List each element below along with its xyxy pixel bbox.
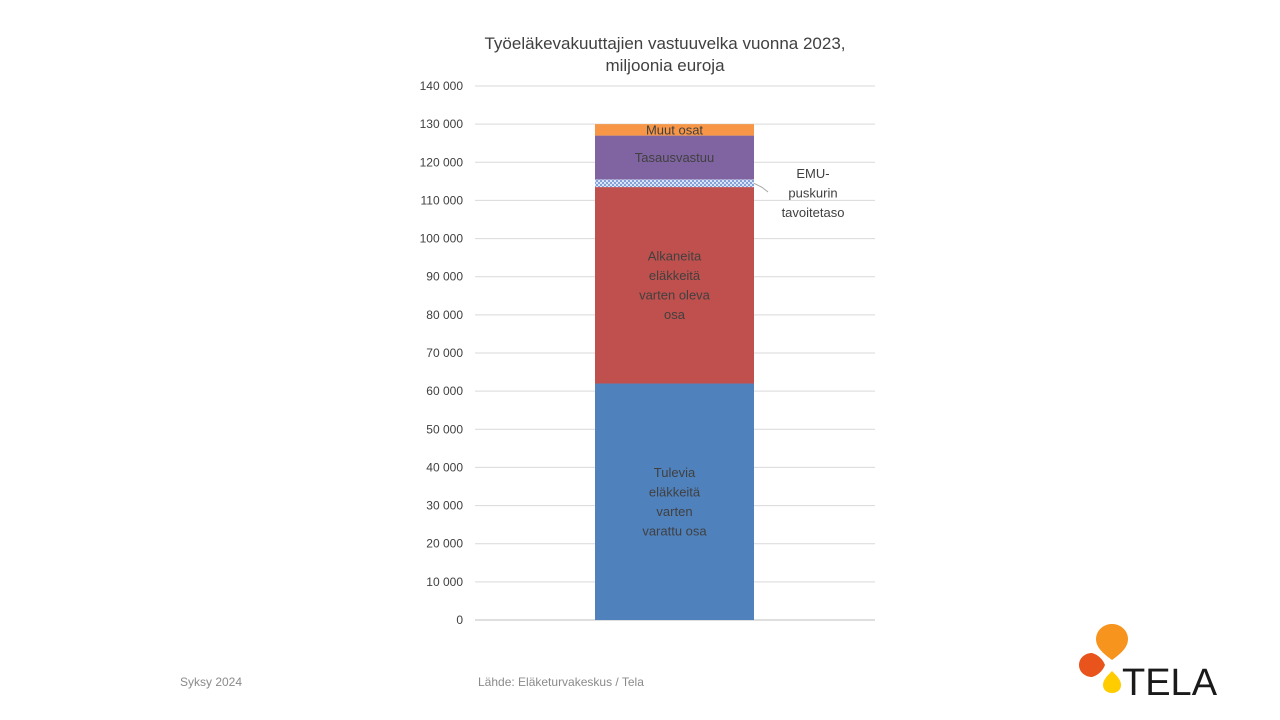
emu-leader-line — [753, 182, 769, 193]
y-tick-label: 60 000 — [426, 384, 463, 398]
segment-label: Alkaneita — [648, 249, 702, 264]
tela-logo-text: TELA — [1122, 662, 1218, 700]
segment-label: puskurin — [788, 186, 837, 201]
stacked-bar — [595, 124, 754, 620]
y-tick-label: 50 000 — [426, 422, 463, 436]
y-tick-label: 90 000 — [426, 270, 463, 284]
segment-label: varten — [656, 504, 692, 519]
segment-label: Tulevia — [654, 465, 696, 480]
y-tick-label: 0 — [456, 613, 463, 627]
bar-segment-1 — [595, 187, 754, 384]
segment-label: varten oleva — [639, 288, 711, 303]
y-axis-tick-labels: 0 10 000 20 000 30 000 40 000 50 000 60 000 70 … — [420, 79, 464, 627]
chart-title-line-2: miljoonia euroja — [605, 56, 725, 75]
segment-label: eläkkeitä — [649, 268, 701, 283]
bar-segment-2 — [595, 179, 754, 188]
segment-label: varattu osa — [642, 524, 707, 539]
y-tick-label: 30 000 — [426, 499, 463, 513]
segment-label: Tasausvastuu — [635, 150, 715, 165]
y-tick-label: 10 000 — [426, 575, 463, 589]
y-tick-label: 70 000 — [426, 346, 463, 360]
segment-label: Muut osat — [646, 122, 703, 137]
bar-segment-4 — [595, 124, 754, 136]
y-tick-label: 120 000 — [420, 155, 464, 169]
y-tick-label: 130 000 — [420, 117, 464, 131]
chart-title-line-1: Työeläkevakuuttajien vastuuvelka vuonna … — [484, 34, 845, 53]
y-tick-label: 140 000 — [420, 79, 464, 93]
y-tick-label: 80 000 — [426, 308, 463, 322]
footer-source: Lähde: Eläketurvakeskus / Tela — [478, 675, 644, 689]
footer-season: Syksy 2024 — [180, 675, 243, 689]
bar-segment-0 — [595, 383, 754, 620]
bar-segment-3 — [595, 135, 754, 180]
y-tick-label: 40 000 — [426, 460, 463, 474]
segment-label: osa — [664, 307, 686, 322]
y-tick-label: 110 000 — [421, 193, 464, 207]
y-tick-label: 20 000 — [426, 537, 463, 551]
segment-label: tavoitetaso — [782, 205, 845, 220]
segment-label: EMU- — [796, 166, 829, 181]
y-tick-label: 100 000 — [420, 232, 464, 246]
tela-drops-icon — [1079, 624, 1128, 693]
segment-labels: Tulevia eläkkeitä varten varattu osa Alkanei… — [635, 122, 845, 538]
tela-logo: TELA — [1079, 624, 1218, 700]
segment-label: eläkkeitä — [649, 485, 701, 500]
